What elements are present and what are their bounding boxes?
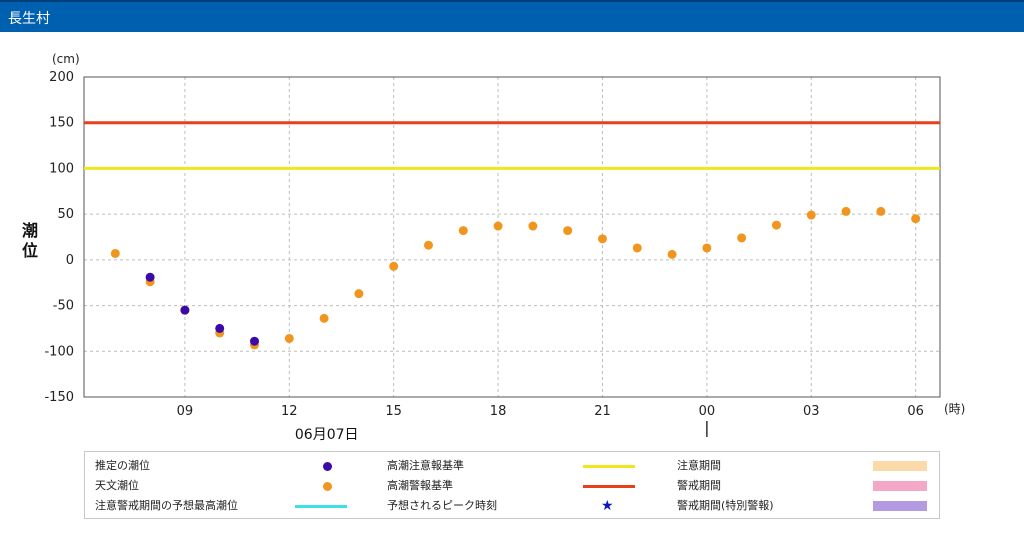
y-tick-label: 150 xyxy=(49,116,74,131)
data-point xyxy=(806,210,816,220)
data-point xyxy=(911,214,921,224)
y-tick-label: 100 xyxy=(49,161,74,176)
x-unit-label: (時) xyxy=(944,402,965,416)
special-alert-period-swatch xyxy=(873,501,927,511)
advisory-level-line-icon xyxy=(583,465,635,468)
y-tick-label: 200 xyxy=(49,70,74,85)
alert-period-swatch xyxy=(873,481,927,491)
legend-label: 高潮警報基準 xyxy=(387,479,453,492)
data-point xyxy=(667,249,677,259)
data-point xyxy=(423,240,433,250)
x-tick-label: 21 xyxy=(594,404,611,419)
estimated-tide-marker-icon xyxy=(323,462,332,471)
plot-area-frame xyxy=(83,76,941,398)
legend-label: 予想されるピーク時刻 xyxy=(387,499,497,512)
data-point xyxy=(145,272,155,282)
y-axis-title: 位 xyxy=(22,241,38,260)
astronomical-tide-marker-icon xyxy=(323,482,332,491)
data-point xyxy=(632,243,642,253)
data-point xyxy=(702,243,712,253)
legend-label: 警戒期間(特別警報) xyxy=(677,499,774,512)
x-tick-label: 15 xyxy=(385,404,402,419)
data-point xyxy=(771,220,781,230)
data-point xyxy=(250,336,260,346)
data-point xyxy=(389,261,399,271)
y-tick-label: -100 xyxy=(44,344,74,359)
legend: 推定の潮位 天文潮位 注意警戒期間の予想最高潮位 高潮注意報基準 高潮警報基準 … xyxy=(84,451,940,519)
legend-label: 高潮注意報基準 xyxy=(387,459,464,472)
x-tick-label: 06 xyxy=(907,404,924,419)
y-tick-label: -50 xyxy=(53,299,74,314)
data-point xyxy=(841,206,851,216)
data-point xyxy=(215,323,225,333)
data-point xyxy=(597,234,607,244)
x-tick-label: 00 xyxy=(699,404,716,419)
x-tick-label: 12 xyxy=(281,404,298,419)
data-point xyxy=(563,226,573,236)
data-point xyxy=(737,233,747,243)
caution-period-swatch xyxy=(873,461,927,471)
header-bar: 長生村 xyxy=(0,0,1024,32)
legend-label: 注意警戒期間の予想最高潮位 xyxy=(95,499,238,512)
legend-label: 警戒期間 xyxy=(677,479,721,492)
legend-label: 推定の潮位 xyxy=(95,459,150,472)
date-label: 06月07日 xyxy=(295,427,359,443)
x-tick-label: 09 xyxy=(177,404,194,419)
data-point xyxy=(180,305,190,315)
y-tick-label: 50 xyxy=(57,207,74,222)
data-point xyxy=(354,289,364,299)
y-axis-title: 潮 xyxy=(22,221,38,240)
predicted-max-line-icon xyxy=(295,505,347,508)
data-point xyxy=(284,333,294,343)
data-point xyxy=(110,248,120,258)
star-icon: ★ xyxy=(601,498,614,514)
tide-chart: -150 -100 -50 0 50 100 150 200 09 12 15 18 21 00 03 06 (… xyxy=(22,52,965,443)
warning-level-line-icon xyxy=(583,485,635,488)
data-point xyxy=(493,221,503,231)
legend-label: 天文潮位 xyxy=(95,479,139,492)
y-tick-label: 0 xyxy=(66,253,74,268)
y-unit-label: (cm) xyxy=(52,52,80,66)
data-point xyxy=(528,221,538,231)
y-tick-label: -150 xyxy=(44,390,74,405)
data-point xyxy=(319,313,329,323)
data-point xyxy=(876,206,886,216)
x-tick-label: 18 xyxy=(490,404,507,419)
legend-label: 注意期間 xyxy=(677,459,721,472)
page-title: 長生村 xyxy=(8,11,50,27)
data-point xyxy=(458,226,468,236)
x-tick-label: 03 xyxy=(803,404,820,419)
